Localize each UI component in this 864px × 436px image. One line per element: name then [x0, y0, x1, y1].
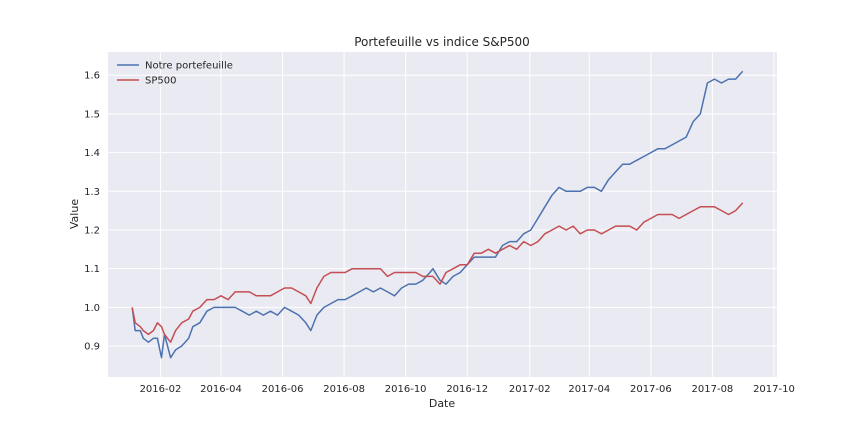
- y-axis-ticks: 0.9 1.0 1.1 1.2 1.3 1.4 1.5 1.6: [84, 71, 100, 353]
- series-group: [131, 70, 744, 359]
- x-tick-label: 2017-08: [692, 384, 734, 395]
- x-tick-label: 2016-08: [323, 384, 365, 395]
- x-tick-label: 2017-04: [568, 384, 610, 395]
- legend-label: SP500: [145, 76, 176, 87]
- x-tick-label: 2017-10: [753, 384, 795, 395]
- x-tick-label: 2016-10: [385, 384, 427, 395]
- y-tick-label: 0.9: [84, 342, 100, 353]
- legend-label: Notre portefeuille: [145, 61, 233, 72]
- x-tick-label: 2016-02: [140, 384, 182, 395]
- x-tick-label: 2017-02: [509, 384, 551, 395]
- y-tick-label: 1.1: [84, 264, 100, 275]
- y-tick-label: 1.2: [84, 225, 100, 236]
- y-tick-label: 1.6: [84, 71, 100, 82]
- y-tick-label: 1.0: [84, 303, 100, 314]
- grid: [108, 52, 777, 377]
- y-axis-label: Value: [68, 199, 81, 229]
- series-line-1: [131, 70, 744, 359]
- plot-background: [108, 52, 777, 377]
- y-tick-label: 1.3: [84, 187, 100, 198]
- chart-title: Portefeuille vs indice S&P500: [354, 35, 530, 49]
- x-tick-label: 2016-12: [446, 384, 488, 395]
- y-tick-label: 1.4: [84, 148, 100, 159]
- x-tick-label: 2017-06: [630, 384, 672, 395]
- x-tick-label: 2016-04: [200, 384, 242, 395]
- x-axis-label: Date: [429, 397, 456, 410]
- series-line-2: [131, 202, 744, 343]
- x-axis-ticks: 2016-02 2016-04 2016-06 2016-08 2016-10 2016-…: [140, 384, 795, 395]
- y-tick-label: 1.5: [84, 109, 100, 120]
- x-tick-label: 2016-06: [262, 384, 304, 395]
- legend: Notre portefeuille SP500: [117, 61, 233, 87]
